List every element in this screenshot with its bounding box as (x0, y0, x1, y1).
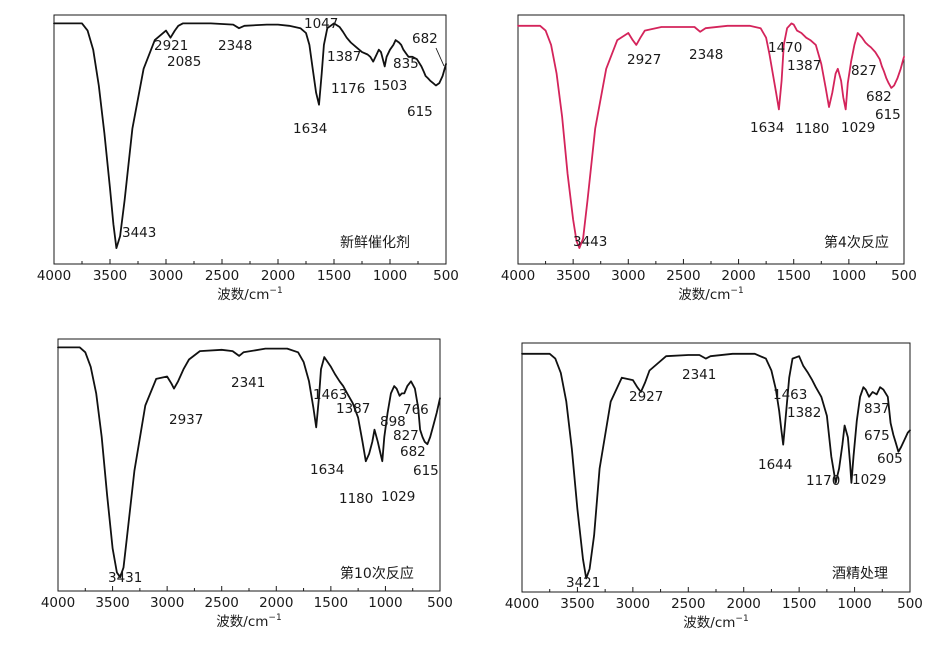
peak-label: 1634 (310, 462, 344, 478)
peak-label: 827 (393, 428, 419, 444)
peak-label: 1387 (787, 58, 821, 74)
x-tick-label: 2500 (666, 268, 700, 284)
peak-label: 1463 (313, 387, 347, 403)
peak-label: 1180 (795, 121, 829, 137)
x-axis-label: 波数/cm−1 (217, 286, 282, 303)
x-tick-label: 1500 (777, 268, 811, 284)
peak-label: 766 (403, 402, 429, 418)
x-tick-label: 3500 (95, 595, 129, 611)
panel-label: 第10次反应 (340, 565, 414, 582)
peak-label: 1644 (758, 457, 792, 473)
peak-label: 2937 (169, 412, 203, 428)
peak-label: 1176 (331, 81, 365, 97)
x-tick-label: 2000 (727, 596, 761, 612)
peak-label: 2927 (627, 52, 661, 68)
peak-label: 682 (412, 31, 438, 47)
peak-label: 2341 (682, 367, 716, 383)
peak-label: 1634 (750, 120, 784, 136)
x-axis-label: 波数/cm−1 (678, 286, 743, 303)
x-tick-label: 3000 (611, 268, 645, 284)
peak-label: 1470 (768, 40, 802, 56)
x-tick-label: 1000 (368, 595, 402, 611)
x-tick-label: 1000 (832, 268, 866, 284)
peak-label: 1029 (381, 489, 415, 505)
peak-label: 1382 (787, 405, 821, 421)
x-tick-label: 2000 (261, 268, 295, 284)
panel-label: 新鲜催化剂 (340, 235, 410, 251)
x-tick-label: 3000 (150, 595, 184, 611)
x-tick-label: 3500 (93, 268, 127, 284)
ftir-panel-3: 4000 3500 3000 2500 2000 1500 1000 500 波数/cm−1 29… (41, 338, 453, 630)
peak-label: 827 (851, 63, 877, 79)
peak-label: 682 (866, 89, 892, 105)
spectrum-line (521, 352, 911, 580)
x-tick-label: 3500 (556, 268, 590, 284)
x-tick-label: 4000 (41, 595, 75, 611)
peak-label: 3421 (566, 575, 600, 591)
peak-label: 1047 (304, 16, 338, 32)
peak-label: 1503 (373, 78, 407, 94)
peak-label: 615 (407, 104, 433, 120)
peak-label: 605 (877, 451, 903, 467)
peak-label: 615 (875, 107, 901, 123)
peak-label: 1029 (852, 472, 886, 488)
peak-label: 675 (864, 428, 890, 444)
x-tick-label: 1500 (317, 268, 351, 284)
peak-label: 1387 (327, 49, 361, 65)
peak-label: 837 (864, 401, 890, 417)
x-tick-label: 1000 (373, 268, 407, 284)
peak-label: 835 (393, 56, 419, 72)
x-tick-label: 4000 (37, 268, 71, 284)
ftir-panel-1: 4000 3500 3000 2500 2000 1500 1000 500 波数/cm−1 29… (37, 14, 459, 303)
peak-label: 1387 (336, 401, 370, 417)
ftir-panel-4: 4000 3500 3000 2500 2000 1500 1000 500 波数/cm−1 29… (505, 342, 923, 631)
x-tick-label: 4000 (501, 268, 535, 284)
spectrum-line (57, 346, 441, 579)
x-tick-label: 500 (891, 268, 917, 284)
x-tick-label: 1000 (837, 596, 871, 612)
x-tick-label: 1500 (782, 596, 816, 612)
peak-label: 3431 (108, 570, 142, 586)
x-tick-label: 500 (897, 596, 923, 612)
panel-label: 第4次反应 (824, 234, 889, 251)
x-tick-label: 3500 (560, 596, 594, 612)
x-tick-label: 500 (433, 268, 459, 284)
panel-label: 酒精处理 (832, 566, 888, 582)
spectrum-line (53, 22, 447, 249)
x-tick-label: 2500 (671, 596, 705, 612)
peak-label: 682 (400, 444, 426, 460)
x-tick-label: 500 (427, 595, 453, 611)
x-tick-label: 1500 (314, 595, 348, 611)
peak-label: 2085 (167, 54, 201, 70)
x-tick-label: 2500 (205, 268, 239, 284)
peak-label: 2341 (231, 375, 265, 391)
peak-label: 2348 (689, 47, 723, 63)
peak-label: 2927 (629, 389, 663, 405)
ftir-panel-2: 4000 3500 3000 2500 2000 1500 1000 500 波数/cm−1 29… (501, 14, 917, 303)
x-tick-label: 3000 (616, 596, 650, 612)
peak-label: 1463 (773, 387, 807, 403)
x-axis-label: 波数/cm−1 (683, 614, 748, 631)
x-tick-label: 4000 (505, 596, 539, 612)
peak-label: 2921 (154, 38, 188, 54)
x-axis-label: 波数/cm−1 (216, 613, 281, 630)
peak-label: 615 (413, 463, 439, 479)
peak-label: 1170 (806, 473, 840, 489)
peak-label: 1180 (339, 491, 373, 507)
peak-label: 898 (380, 414, 406, 430)
spectrum-line (517, 22, 905, 249)
peak-label: 2348 (218, 38, 252, 54)
x-tick-label: 2000 (259, 595, 293, 611)
peak-label: 1029 (841, 120, 875, 136)
peak-label: 1634 (293, 121, 327, 137)
x-tick-label: 2500 (205, 595, 239, 611)
peak-label: 3443 (122, 225, 156, 241)
x-tick-label: 3000 (149, 268, 183, 284)
x-tick-label: 2000 (721, 268, 755, 284)
peak-label: 3443 (573, 234, 607, 250)
peak-leader-line (435, 47, 445, 67)
